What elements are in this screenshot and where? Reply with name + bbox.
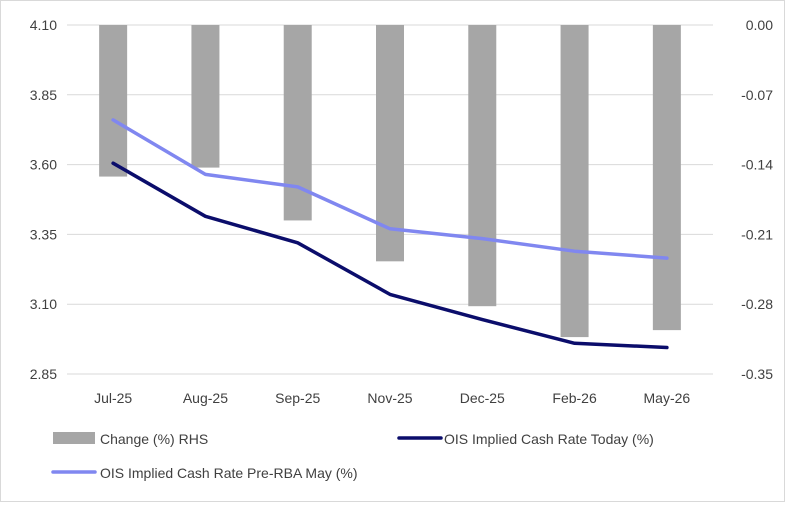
x-tick-label: Dec-25 [460, 390, 505, 406]
left-axis-tick-labels: 4.10 3.85 3.60 3.35 3.10 2.85 [30, 17, 57, 382]
legend: Change (%) RHS OIS Implied Cash Rate Toda… [51, 431, 654, 481]
line-ois-pre-rba-may [111, 118, 669, 260]
x-axis-tick-labels: Jul-25 Aug-25 Sep-25 Nov-25 Dec-25 Feb-26 May-… [94, 390, 690, 406]
right-tick-label: -0.28 [741, 296, 773, 312]
bar-series-change [99, 25, 681, 338]
legend-label-change: Change (%) RHS [100, 431, 208, 447]
bar-nov-25 [376, 25, 404, 262]
left-tick-label: 3.10 [30, 296, 57, 312]
line-series-group [111, 118, 669, 350]
x-tick-label: Feb-26 [552, 390, 597, 406]
x-tick-label: Nov-25 [367, 390, 412, 406]
x-tick-label: Jul-25 [94, 390, 132, 406]
bar-aug-25 [191, 25, 220, 168]
left-tick-label: 2.85 [30, 366, 57, 382]
line-ois-today [111, 161, 669, 350]
legend-swatch-change [53, 432, 95, 444]
left-tick-label: 4.10 [30, 17, 57, 33]
bar-jul-25 [99, 25, 128, 177]
x-tick-label: Sep-25 [275, 390, 320, 406]
right-axis-tick-labels: 0.00 -0.07 -0.14 -0.21 -0.28 -0.35 [741, 17, 773, 382]
right-tick-label: -0.21 [741, 226, 773, 242]
left-tick-label: 3.85 [30, 87, 57, 103]
legend-label-ois-today: OIS Implied Cash Rate Today (%) [444, 431, 654, 447]
x-tick-label: Aug-25 [183, 390, 228, 406]
bar-dec-25 [468, 25, 497, 307]
bar-may-26 [652, 25, 681, 331]
left-tick-label: 3.35 [30, 226, 57, 242]
right-tick-label: -0.14 [741, 157, 773, 173]
x-tick-label: May-26 [644, 390, 691, 406]
bar-feb-26 [560, 25, 589, 338]
right-tick-label: 0.00 [746, 17, 773, 33]
right-tick-label: -0.07 [741, 87, 773, 103]
legend-label-ois-pre-rba: OIS Implied Cash Rate Pre-RBA May (%) [100, 465, 358, 481]
right-tick-label: -0.35 [741, 366, 773, 382]
left-tick-label: 3.60 [30, 157, 57, 173]
